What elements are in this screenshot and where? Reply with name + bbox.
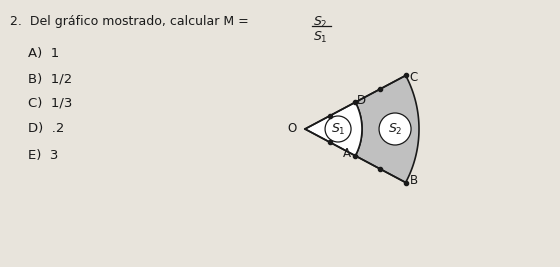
Circle shape [379,113,411,145]
Text: B: B [410,174,418,187]
Text: D: D [357,94,366,107]
Circle shape [325,116,351,142]
Text: C: C [410,72,418,84]
Text: $S_2$: $S_2$ [313,15,328,30]
Polygon shape [305,102,362,156]
Text: A)  1: A) 1 [28,47,59,60]
Text: D)  .2: D) .2 [28,122,64,135]
Polygon shape [356,76,419,183]
Text: 2.  Del gráfico mostrado, calcular M =: 2. Del gráfico mostrado, calcular M = [10,15,249,28]
Text: E)  3: E) 3 [28,149,58,162]
Text: A: A [343,147,351,160]
Text: C)  1/3: C) 1/3 [28,97,72,110]
Text: O: O [288,123,297,135]
Text: $S_1$: $S_1$ [313,30,328,45]
Text: $S_1$: $S_1$ [331,121,346,136]
Text: B)  1/2: B) 1/2 [28,72,72,85]
Text: $S_2$: $S_2$ [388,121,402,136]
